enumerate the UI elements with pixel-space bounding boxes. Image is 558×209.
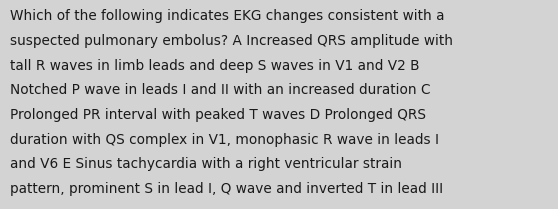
Text: Which of the following indicates EKG changes consistent with a: Which of the following indicates EKG cha… [10, 9, 445, 23]
Text: pattern, prominent S in lead I, Q wave and inverted T in lead III: pattern, prominent S in lead I, Q wave a… [10, 182, 443, 196]
Text: suspected pulmonary embolus? A Increased QRS amplitude with: suspected pulmonary embolus? A Increased… [10, 34, 453, 48]
Text: Prolonged PR interval with peaked T waves D Prolonged QRS: Prolonged PR interval with peaked T wave… [10, 108, 426, 122]
Text: duration with QS complex in V1, monophasic R wave in leads I: duration with QS complex in V1, monophas… [10, 133, 439, 147]
Text: Notched P wave in leads I and II with an increased duration C: Notched P wave in leads I and II with an… [10, 83, 431, 97]
Text: tall R waves in limb leads and deep S waves in V1 and V2 B: tall R waves in limb leads and deep S wa… [10, 59, 420, 73]
Text: and V6 E Sinus tachycardia with a right ventricular strain: and V6 E Sinus tachycardia with a right … [10, 157, 402, 171]
